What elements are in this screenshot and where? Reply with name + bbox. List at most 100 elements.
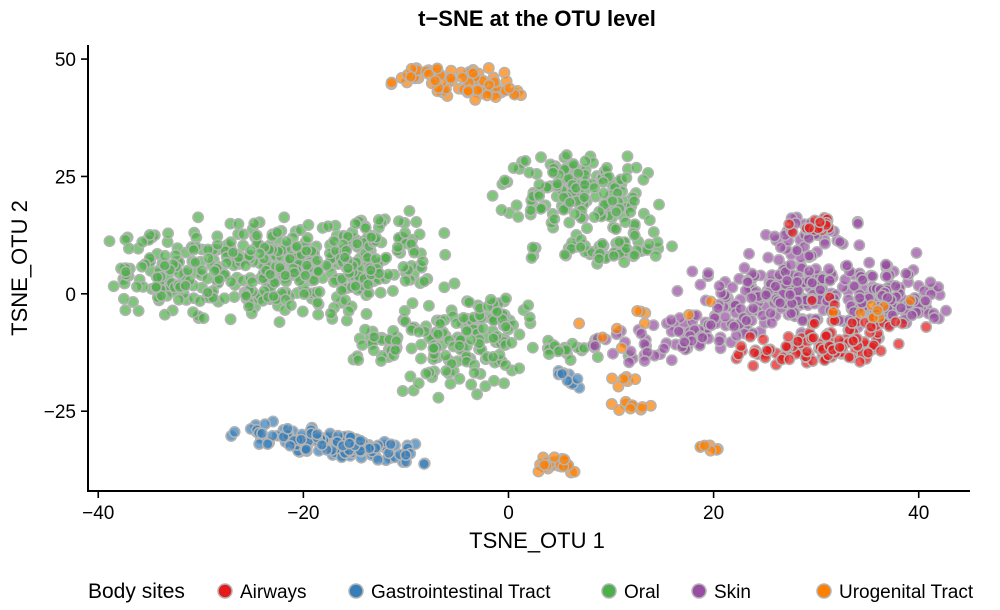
data-point — [573, 317, 586, 330]
data-point — [512, 210, 525, 223]
data-point — [338, 251, 351, 264]
data-point — [342, 305, 355, 317]
data-point — [302, 219, 315, 231]
data-point — [856, 274, 869, 286]
y-axis-title: TSNE_OTU 2 — [7, 200, 32, 336]
data-point — [578, 178, 591, 191]
data-point — [482, 62, 495, 74]
scatter-points — [103, 62, 952, 479]
data-point — [574, 241, 587, 254]
data-point — [588, 211, 601, 223]
data-point — [444, 377, 457, 390]
data-point — [453, 372, 466, 385]
data-point — [486, 189, 499, 202]
data-point — [780, 340, 793, 353]
data-point — [578, 191, 591, 204]
data-point — [853, 239, 866, 252]
data-point — [299, 269, 312, 282]
data-point — [356, 338, 369, 351]
data-point — [589, 339, 601, 352]
data-point — [556, 367, 569, 380]
data-point — [295, 433, 308, 446]
data-point — [880, 270, 893, 283]
data-point — [119, 304, 132, 317]
data-point — [806, 294, 818, 307]
data-point — [738, 262, 751, 274]
data-point — [322, 220, 335, 233]
data-point — [202, 252, 215, 265]
data-point — [158, 259, 171, 272]
data-point — [143, 228, 156, 241]
data-point — [704, 319, 717, 331]
data-point — [526, 241, 539, 254]
data-point — [638, 354, 651, 367]
data-point — [495, 204, 508, 216]
data-point — [827, 306, 840, 319]
data-point — [678, 336, 691, 348]
legend-title: Body sites — [88, 580, 185, 603]
legend-swatch — [217, 583, 233, 599]
data-point — [910, 246, 923, 259]
data-point — [853, 355, 866, 368]
data-point — [300, 443, 313, 456]
data-point — [635, 327, 648, 340]
data-point — [248, 217, 261, 230]
data-point — [374, 286, 387, 299]
data-point — [225, 275, 238, 288]
data-point — [503, 82, 516, 95]
data-point — [854, 307, 867, 319]
data-point — [526, 341, 539, 354]
data-point — [463, 296, 476, 309]
data-point — [386, 284, 399, 297]
data-point — [833, 341, 846, 354]
data-point — [500, 292, 512, 305]
data-point — [747, 359, 760, 372]
data-point — [162, 227, 175, 240]
data-point — [325, 307, 337, 320]
data-point — [279, 269, 292, 282]
data-point — [548, 451, 561, 464]
data-point — [151, 271, 164, 284]
series-airways — [730, 211, 933, 372]
data-point — [609, 223, 622, 235]
data-point — [244, 244, 257, 257]
data-point — [481, 89, 494, 102]
data-point — [806, 276, 819, 289]
data-point — [665, 314, 678, 327]
data-point — [256, 427, 268, 440]
data-point — [928, 312, 941, 324]
data-point — [628, 249, 641, 262]
data-point — [192, 211, 205, 224]
data-point — [560, 149, 573, 162]
data-point — [613, 236, 626, 248]
data-point — [119, 265, 132, 278]
data-point — [671, 285, 684, 297]
data-point — [784, 288, 797, 301]
data-point — [460, 324, 473, 337]
data-point — [769, 280, 782, 293]
data-point — [360, 308, 373, 320]
data-point — [375, 354, 388, 367]
legend-swatch — [816, 583, 832, 599]
data-point — [296, 305, 309, 318]
data-point — [643, 238, 656, 251]
data-point — [117, 292, 130, 305]
data-point — [158, 308, 171, 321]
data-point — [610, 205, 623, 218]
data-point — [618, 256, 631, 269]
data-point — [311, 254, 323, 267]
data-point — [803, 249, 816, 262]
data-point — [320, 259, 333, 272]
data-point — [847, 335, 860, 347]
x-tick-label: 20 — [703, 503, 724, 524]
y-tick-label: 0 — [65, 285, 76, 306]
data-point — [820, 330, 833, 342]
data-point — [498, 377, 511, 390]
data-point — [448, 277, 461, 290]
data-point — [465, 378, 478, 391]
data-point — [814, 216, 826, 229]
data-point — [499, 359, 512, 372]
y-axis-ticks: −25 0 25 50 — [44, 50, 88, 423]
data-point — [418, 275, 431, 288]
legend-swatch — [601, 583, 617, 599]
